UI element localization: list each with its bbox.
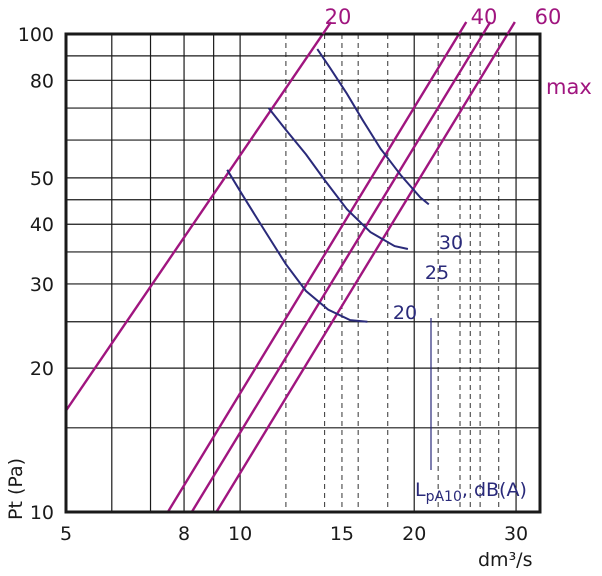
iso-label-20: 20 [325, 5, 352, 29]
x-tick-label: 8 [178, 523, 190, 545]
iso-line-40 [166, 34, 461, 512]
y-tick-label: 50 [30, 168, 54, 190]
iso-line-extension [457, 21, 468, 35]
series-name-rest: , dB(A) [462, 479, 527, 501]
y-axis-title: Pt (Pa) [5, 458, 27, 520]
tick-labels: 5 8 10 15 20 30 10 20 30 40 50 80 100 [18, 24, 528, 545]
iso-line-extension [321, 21, 332, 35]
x-tick-label: 15 [330, 523, 354, 545]
iso-line-labels: 20 40 60 max [321, 5, 592, 99]
y-tick-label: 80 [30, 70, 54, 92]
iso-label-60: 60 [535, 5, 562, 29]
y-tick-label: 100 [18, 24, 54, 46]
y-tick-label: 20 [30, 358, 54, 380]
curve-30 [316, 48, 430, 206]
y-tick-label: 30 [30, 274, 54, 296]
curve-25 [267, 107, 409, 250]
iso-label-max: max [546, 75, 592, 99]
curve-20 [226, 169, 368, 323]
x-tick-label: 30 [504, 523, 528, 545]
plot-frame [64, 32, 542, 514]
series-name-sub: pA10 [426, 489, 462, 505]
iso-line-60 [190, 34, 485, 512]
iso-lines [66, 34, 509, 512]
y-tick-label: 10 [30, 502, 54, 524]
x-tick-label: 5 [60, 523, 72, 545]
y-tick-label: 40 [30, 214, 54, 236]
iso-line-max [215, 34, 509, 512]
grid-lines [65, 33, 540, 513]
iso-line-20 [66, 34, 325, 412]
series-name-label: LpA10, dB(A) [415, 479, 527, 505]
x-tick-label: 20 [402, 523, 426, 545]
curve-label-20: 20 [393, 302, 417, 324]
iso-label-40: 40 [471, 5, 498, 29]
iso-line-extension [506, 21, 516, 35]
sound-curves [226, 48, 430, 323]
iso-line-extension [481, 21, 492, 35]
series-name-main: L [415, 479, 426, 501]
x-axis-title: dm³/s [478, 549, 533, 571]
x-tick-label: 10 [228, 523, 252, 545]
curve-labels: 20 25 30 [393, 232, 463, 470]
curve-label-25: 25 [425, 262, 449, 284]
curve-label-30: 30 [439, 232, 463, 254]
